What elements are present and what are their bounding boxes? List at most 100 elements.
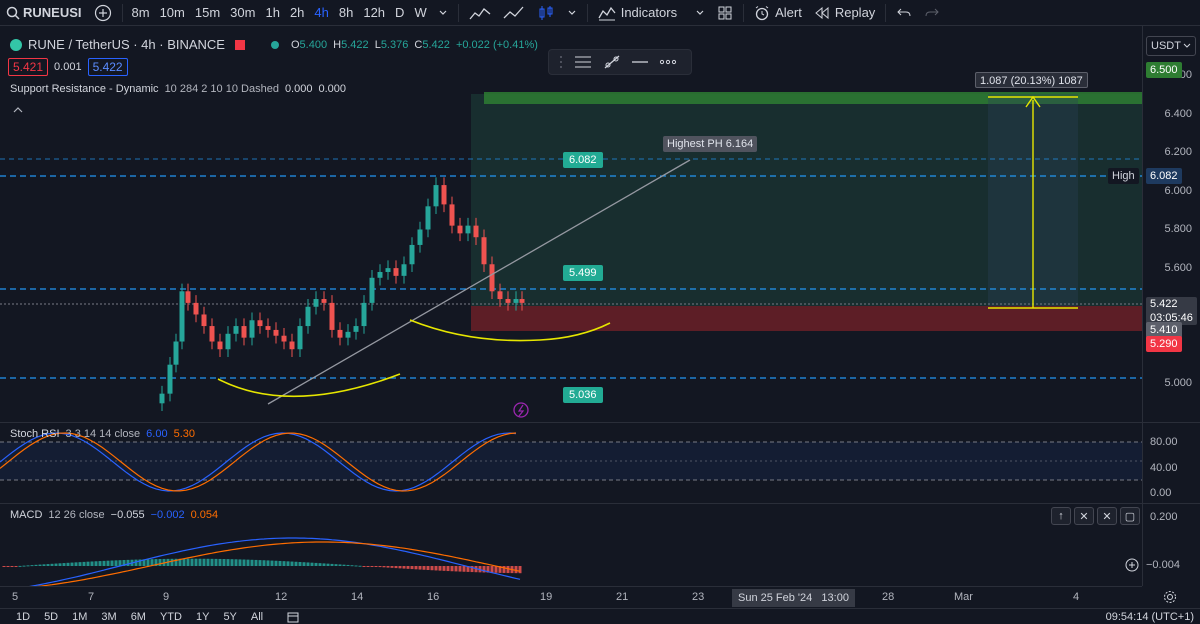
- macd-hist-bar: [382, 566, 386, 568]
- pane-maximize-button[interactable]: ▢: [1120, 507, 1140, 525]
- pane-move-up-button[interactable]: ↑: [1051, 507, 1071, 525]
- lines-settings-icon[interactable]: [573, 55, 593, 69]
- level-tag-5499[interactable]: 5.499: [563, 265, 603, 281]
- rounded-bottom-arc-2[interactable]: [409, 319, 611, 342]
- interval-dropdown[interactable]: [432, 0, 454, 26]
- interval-12h[interactable]: 12h: [363, 5, 386, 20]
- interval-15m[interactable]: 15m: [194, 5, 221, 20]
- sr-value-1: 0.000: [284, 83, 313, 95]
- candle-body: [209, 326, 215, 342]
- pane-separator[interactable]: [0, 503, 1200, 504]
- interval-4h[interactable]: 4h: [314, 5, 329, 20]
- brush-icon[interactable]: [603, 54, 621, 70]
- interval-D[interactable]: D: [395, 5, 405, 20]
- chart-type-candles-button[interactable]: [531, 0, 561, 26]
- price-tick: 6.400: [1164, 108, 1192, 120]
- utc-clock[interactable]: 09:54:14 (UTC+1): [1105, 610, 1194, 623]
- range-5Y[interactable]: 5Y: [223, 610, 237, 623]
- sr-indicator-legend[interactable]: Support Resistance - Dynamic 10 284 2 10…: [10, 83, 346, 95]
- interval-W[interactable]: W: [414, 5, 427, 20]
- macd-legend[interactable]: MACD 12 26 close −0.055 −0.002 0.054: [10, 509, 218, 521]
- range-3M[interactable]: 3M: [101, 610, 117, 623]
- trend-line[interactable]: [267, 159, 691, 405]
- stoch-params: 3 3 14 14 close: [65, 428, 141, 440]
- rounded-bottom-arc-1[interactable]: [217, 373, 401, 398]
- time-axis[interactable]: 5 7 9 12 14 16 19 21 23 28 Mar 4 Sun 25 …: [0, 586, 1142, 608]
- more-options-icon[interactable]: [659, 59, 677, 65]
- macd-hist-bar: [214, 558, 218, 566]
- range-5D[interactable]: 5D: [44, 610, 59, 623]
- macd-hist-bar: [50, 563, 54, 566]
- calendar-icon[interactable]: [287, 611, 299, 623]
- chart-type-line-button[interactable]: [497, 0, 531, 26]
- stoch-d-value: 5.30: [173, 428, 195, 440]
- lightning-event-icon[interactable]: [513, 402, 529, 418]
- alert-button[interactable]: Alert: [748, 0, 808, 26]
- chart-type-area-button[interactable]: [463, 0, 497, 26]
- pane-separator[interactable]: [0, 422, 1200, 423]
- symbol-title: RUNE / TetherUS · 4h · BINANCE: [28, 37, 225, 52]
- macd-hist-bar: [206, 558, 210, 566]
- macd-pane[interactable]: [0, 504, 1142, 586]
- interval-10m[interactable]: 10m: [159, 5, 185, 20]
- macd-hist-bar: [178, 558, 182, 566]
- replay-button[interactable]: Replay: [808, 0, 881, 26]
- range-1D[interactable]: 1D: [16, 610, 31, 623]
- flag-icon[interactable]: [234, 39, 245, 50]
- range-6M[interactable]: 6M: [130, 610, 146, 623]
- macd-hist-value: 0.054: [190, 509, 219, 521]
- macd-hist-bar: [90, 561, 94, 566]
- redo-button[interactable]: [918, 0, 946, 26]
- plus-circle-icon: [1125, 558, 1139, 572]
- compare-symbol-button[interactable]: [88, 0, 118, 26]
- pane-close-button[interactable]: ✕: [1097, 507, 1117, 525]
- candle-body: [241, 326, 247, 338]
- range-YTD[interactable]: YTD: [159, 610, 182, 623]
- range-All[interactable]: All: [250, 610, 264, 623]
- collapse-legend-button[interactable]: [12, 104, 24, 118]
- take-profit-band: [484, 92, 1142, 104]
- ask-price[interactable]: 5.422: [87, 58, 128, 76]
- symbol-search[interactable]: RUNEUSI: [0, 0, 88, 26]
- currency-selector[interactable]: USDT: [1146, 36, 1196, 56]
- candle-body: [345, 331, 351, 338]
- range-1M[interactable]: 1M: [72, 610, 88, 623]
- interval-8h[interactable]: 8h: [338, 5, 354, 20]
- indicators-button[interactable]: Indicators: [592, 0, 711, 26]
- macd-hist-bar: [298, 561, 302, 566]
- layouts-button[interactable]: [711, 0, 739, 26]
- bid-price[interactable]: 5.421: [8, 58, 49, 76]
- interval-1h[interactable]: 1h: [265, 5, 280, 20]
- macd-hist-bar: [462, 566, 466, 572]
- chart-type-dropdown[interactable]: [561, 0, 583, 26]
- macd-hist-bar: [406, 566, 410, 569]
- measure-label[interactable]: 1.087 (20.13%) 1087: [975, 72, 1088, 88]
- macd-hist-bar: [490, 566, 494, 573]
- candle-body: [457, 225, 463, 234]
- interval-30m[interactable]: 30m: [230, 5, 256, 20]
- stoch-rsi-pane[interactable]: [0, 423, 1142, 503]
- drag-handle-icon[interactable]: [559, 55, 563, 69]
- chart-settings-button[interactable]: [1163, 590, 1177, 607]
- pane-delete-button[interactable]: ✕: [1074, 507, 1094, 525]
- range-1Y[interactable]: 1Y: [195, 610, 210, 623]
- take-profit-price-tag: 6.500: [1146, 62, 1182, 78]
- level-tag-5036[interactable]: 5.036: [563, 387, 603, 403]
- macd-hist-bar: [374, 566, 378, 567]
- undo-button[interactable]: [890, 0, 918, 26]
- macd-hist-bar: [10, 566, 14, 567]
- macd-hist-bar: [146, 559, 150, 566]
- interval-8m[interactable]: 8m: [131, 5, 150, 20]
- time-tick: 12: [275, 591, 288, 603]
- add-pane-button[interactable]: [1125, 558, 1139, 575]
- candle-body: [481, 237, 487, 265]
- highest-ph-label[interactable]: Highest PH 6.164: [663, 136, 758, 152]
- stoch-legend[interactable]: Stoch RSI 3 3 14 14 close 6.00 5.30: [10, 428, 195, 440]
- level-tag-6082[interactable]: 6.082: [563, 152, 603, 168]
- symbol-legend: RUNE / TetherUS · 4h · BINANCE O5.400 H5…: [10, 37, 538, 52]
- undo-icon: [896, 6, 912, 20]
- macd-hist-bar: [58, 563, 62, 566]
- interval-2h[interactable]: 2h: [289, 5, 305, 20]
- line-style-icon[interactable]: [631, 57, 649, 67]
